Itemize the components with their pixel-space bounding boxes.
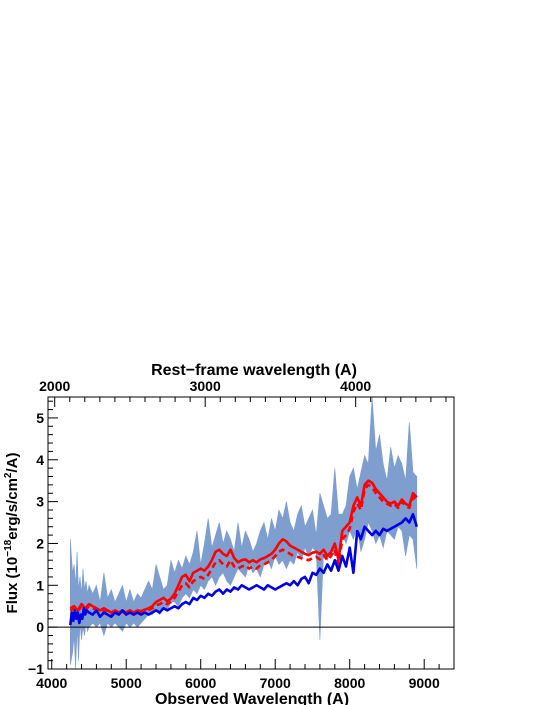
blue-model-line-3 <box>69 512 419 626</box>
x2-tick-label-3000: 3000 <box>190 378 221 394</box>
x2-tick-label-4000: 4000 <box>340 378 371 394</box>
y-tick-label-3: 3 <box>36 494 44 510</box>
y-tick-label--1: −1 <box>28 661 44 677</box>
y-title-part-3: /A) <box>4 453 21 473</box>
top-axis-title: Rest−frame wavelength (A) <box>151 362 357 379</box>
y-axis-title: Flux (10−18erg/s/cm2/A) <box>3 453 21 614</box>
x-tick-label-8000: 8000 <box>334 675 365 691</box>
y-title-part-2: erg/s/cm <box>4 478 21 540</box>
red-model-dashed-line-2 <box>69 483 418 615</box>
x-tick-label-5000: 5000 <box>111 675 142 691</box>
red-model-line-1 <box>69 479 418 614</box>
x-axis-title: Observed Wavelength (A) <box>155 691 349 705</box>
x-tick-label-7000: 7000 <box>260 675 291 691</box>
y-tick-label-1: 1 <box>36 577 44 593</box>
y-title-squared: 2 <box>3 472 14 478</box>
y-tick-label-2: 2 <box>36 535 44 551</box>
series-layer <box>69 397 419 669</box>
y-tick-label-5: 5 <box>36 410 44 426</box>
y-title-exponent: −18 <box>3 539 14 556</box>
observed-spectrum-band <box>70 397 418 669</box>
y-title-part-1: Flux (10 <box>4 557 21 614</box>
y-tick-label-4: 4 <box>36 452 44 468</box>
plot-frame <box>47 396 455 670</box>
y-tick-label-0: 0 <box>36 619 44 635</box>
x2-tick-label-2000: 2000 <box>39 378 70 394</box>
x-tick-label-6000: 6000 <box>185 675 216 691</box>
x-tick-label-9000: 9000 <box>409 675 440 691</box>
x-tick-label-4000: 4000 <box>36 675 67 691</box>
